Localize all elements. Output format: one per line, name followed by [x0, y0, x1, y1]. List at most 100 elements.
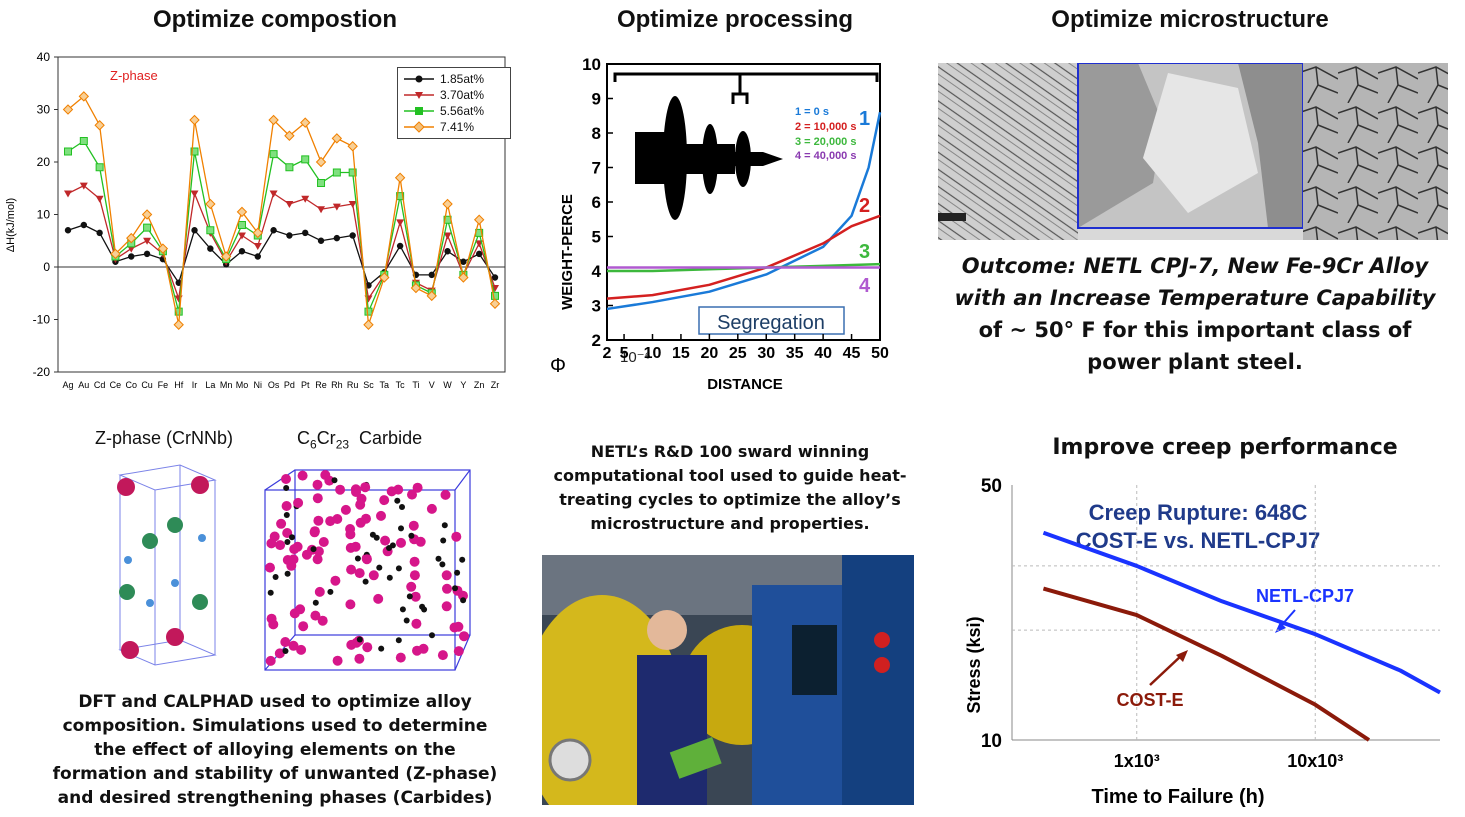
atom [340, 504, 351, 515]
atom [310, 546, 317, 553]
dft-caption-line: composition. Simulations used to determi… [62, 716, 488, 736]
atom [274, 648, 285, 659]
y-tick-label: 50 [981, 476, 1002, 497]
data-point [473, 214, 485, 225]
x-tick-label: 15 [672, 345, 690, 362]
data-point [157, 243, 169, 254]
legend-item: 3.70at% [404, 87, 504, 103]
atom [268, 619, 279, 630]
atom [378, 645, 385, 652]
atom [441, 570, 452, 581]
data-point [143, 223, 152, 232]
composition-title: Optimize compostion [152, 6, 397, 33]
x-tick-label: Cd [94, 380, 106, 390]
atom [386, 574, 393, 581]
creep-y-axis-label: Stress (ksi) [964, 616, 984, 713]
x-tick-label: 45 [843, 345, 861, 362]
dft-caption: DFT and CALPHAD used to optimize alloy c… [40, 690, 510, 810]
atom [355, 517, 366, 528]
series-line [606, 112, 882, 311]
atom [312, 493, 323, 504]
data-point [94, 120, 105, 131]
dft-caption-line: formation and stability of unwanted (Z-p… [52, 764, 498, 784]
data-point [333, 234, 341, 242]
x-tick-label: Ag [62, 380, 73, 390]
data-point [95, 195, 104, 203]
x-tick-label: Pt [301, 380, 310, 390]
atom [282, 648, 289, 654]
data-point [270, 227, 277, 234]
processing-chart-svg: 10⁻⁶ DISTANCE WEIGHT-PERCE Φ Segregation… [550, 55, 889, 393]
atom [453, 621, 464, 632]
atom [292, 541, 303, 552]
x-tick-label: V [429, 380, 435, 390]
zphase-label: Z-phase (CrNNb) [95, 428, 234, 448]
data-point [254, 253, 261, 260]
atom [395, 637, 402, 644]
curve-label-4: 4 [859, 275, 871, 297]
y-tick-label: 0 [43, 260, 50, 274]
segregation-label: Segregation [717, 312, 825, 334]
microstructure-title: Optimize microstructure [1051, 6, 1329, 33]
micrograph-composite [938, 63, 1448, 240]
arrow-icon [1149, 650, 1188, 686]
series-line [1042, 586, 1371, 742]
atom [408, 532, 415, 539]
data-point [315, 156, 327, 168]
y-tick-label: 8 [592, 124, 601, 143]
data-point [460, 258, 467, 265]
data-point [62, 104, 74, 115]
data-point [332, 203, 341, 211]
atom [310, 610, 321, 621]
atom [410, 591, 421, 602]
processing-x-axis-label: DISTANCE [707, 376, 783, 393]
atom [318, 537, 329, 547]
data-point [253, 243, 262, 250]
atom [412, 645, 422, 656]
data-point [238, 248, 246, 255]
atom [314, 586, 325, 597]
atom [298, 621, 309, 632]
data-point [173, 319, 184, 330]
atom [276, 518, 287, 529]
atom [403, 617, 410, 624]
x-tick-label: 2 [603, 345, 612, 362]
data-point [237, 232, 246, 240]
dft-caption-line: DFT and CALPHAD used to optimize alloy [78, 692, 472, 712]
x-tick-label: Hf [174, 380, 183, 390]
atom [362, 578, 369, 585]
y-tick-label: -20 [33, 365, 51, 379]
curve-label-3: 3 [859, 241, 870, 263]
data-point [348, 168, 357, 177]
atom [362, 642, 373, 653]
legend-item: 5.56at% [404, 103, 504, 119]
carbide-label: C6Cr23 Carbide [297, 428, 423, 452]
lab-photo [542, 555, 914, 805]
atom [406, 581, 417, 592]
x-tick-label: 30 [757, 345, 775, 362]
x-tick-label: Y [460, 380, 466, 390]
legend-label: 1.85at% [440, 72, 485, 86]
atom [192, 594, 208, 610]
atom [459, 631, 469, 642]
data-point [410, 282, 422, 294]
data-point [269, 190, 278, 198]
data-point [379, 272, 390, 283]
zphase-atoms [117, 476, 209, 659]
atom [320, 470, 331, 480]
atom [346, 639, 357, 650]
x-tick-label: Ta [380, 380, 390, 390]
atom [376, 564, 383, 571]
data-point [191, 227, 198, 234]
atom [354, 568, 365, 579]
x-tick-label: Fe [158, 380, 169, 390]
dft-caption-line: and desired strengthening phases (Carbid… [57, 788, 493, 808]
creep-chart-title-1: Creep Rupture: 648C [1089, 500, 1308, 525]
phi-symbol: Φ [550, 355, 566, 377]
legend-label: 7.41% [440, 120, 475, 134]
crystal-structures [117, 464, 471, 671]
x-tick-label: 35 [786, 345, 804, 362]
y-tick-label: 7 [592, 159, 601, 178]
atom [309, 527, 320, 538]
data-point [64, 147, 72, 156]
